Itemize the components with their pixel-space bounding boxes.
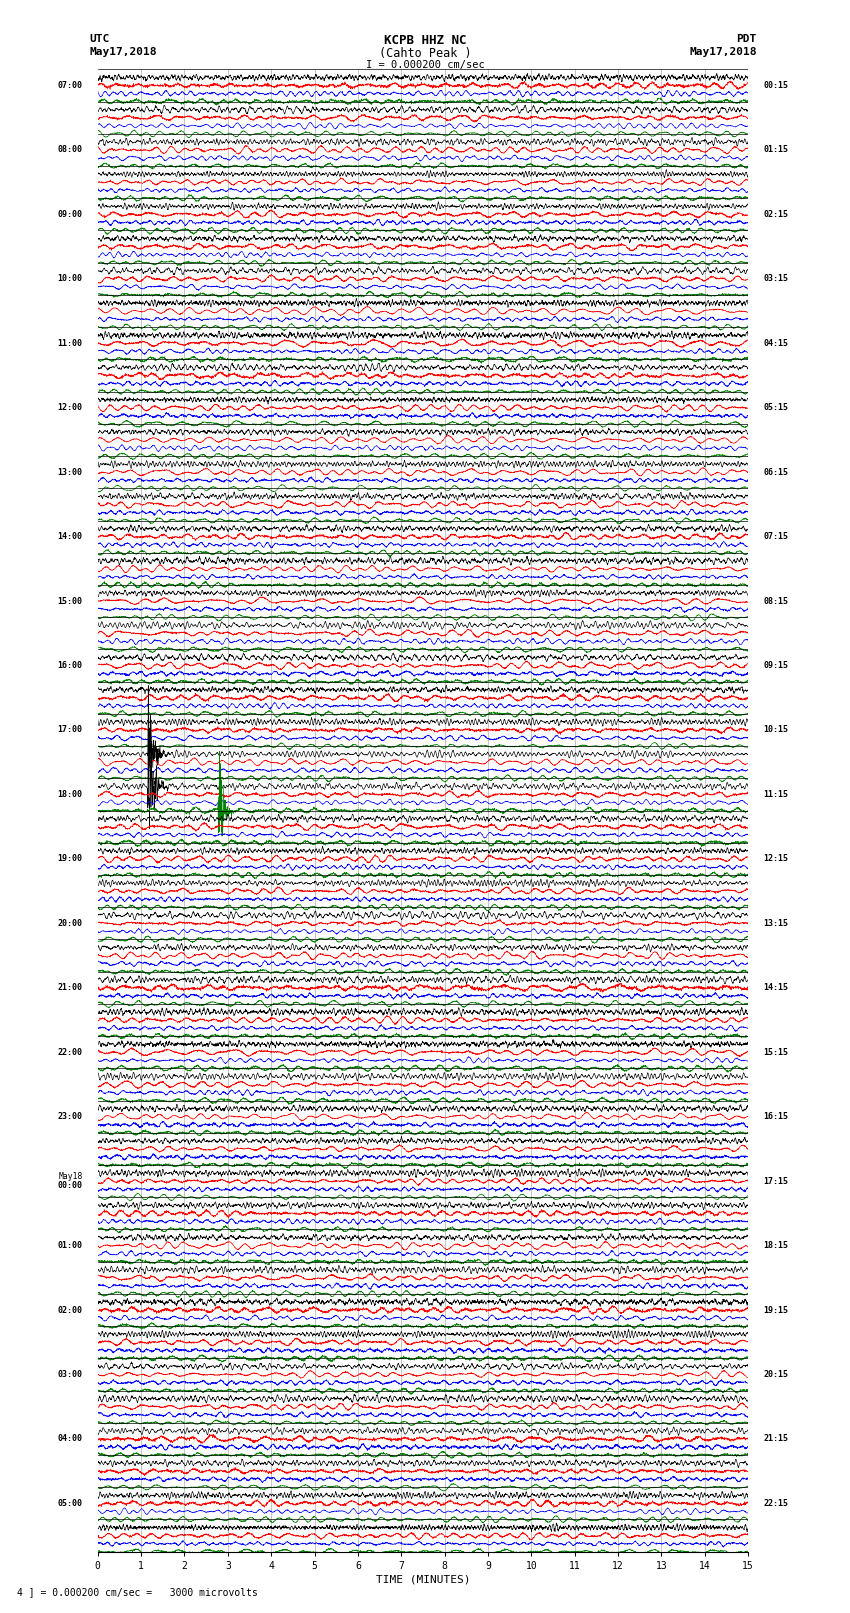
X-axis label: TIME (MINUTES): TIME (MINUTES): [376, 1574, 470, 1586]
Text: KCPB HHZ NC: KCPB HHZ NC: [383, 34, 467, 47]
Text: 08:00: 08:00: [58, 145, 82, 155]
Text: May18: May18: [58, 1171, 82, 1181]
Text: 00:15: 00:15: [763, 81, 788, 90]
Text: 09:15: 09:15: [763, 661, 788, 669]
Text: 13:15: 13:15: [763, 919, 788, 927]
Text: 10:00: 10:00: [58, 274, 82, 284]
Text: 12:15: 12:15: [763, 855, 788, 863]
Text: 09:00: 09:00: [58, 210, 82, 219]
Text: 17:15: 17:15: [763, 1176, 788, 1186]
Text: 04:15: 04:15: [763, 339, 788, 348]
Text: 14:15: 14:15: [763, 984, 788, 992]
Text: 19:00: 19:00: [58, 855, 82, 863]
Text: May17,2018: May17,2018: [689, 47, 756, 56]
Text: 05:00: 05:00: [58, 1498, 82, 1508]
Text: 14:00: 14:00: [58, 532, 82, 540]
Text: 07:15: 07:15: [763, 532, 788, 540]
Text: 16:00: 16:00: [58, 661, 82, 669]
Text: 19:15: 19:15: [763, 1305, 788, 1315]
Text: 02:00: 02:00: [58, 1305, 82, 1315]
Text: 10:15: 10:15: [763, 726, 788, 734]
Text: UTC: UTC: [89, 34, 110, 44]
Text: 03:00: 03:00: [58, 1369, 82, 1379]
Text: 02:15: 02:15: [763, 210, 788, 219]
Text: 17:00: 17:00: [58, 726, 82, 734]
Text: 11:00: 11:00: [58, 339, 82, 348]
Text: 18:15: 18:15: [763, 1240, 788, 1250]
Text: 21:15: 21:15: [763, 1434, 788, 1444]
Text: (Cahto Peak ): (Cahto Peak ): [379, 47, 471, 60]
Text: 08:15: 08:15: [763, 597, 788, 605]
Text: 20:15: 20:15: [763, 1369, 788, 1379]
Text: 4 ] = 0.000200 cm/sec =   3000 microvolts: 4 ] = 0.000200 cm/sec = 3000 microvolts: [17, 1587, 258, 1597]
Text: 11:15: 11:15: [763, 790, 788, 798]
Text: 05:15: 05:15: [763, 403, 788, 413]
Text: 20:00: 20:00: [58, 919, 82, 927]
Text: 16:15: 16:15: [763, 1113, 788, 1121]
Text: 07:00: 07:00: [58, 81, 82, 90]
Text: 03:15: 03:15: [763, 274, 788, 284]
Text: I = 0.000200 cm/sec: I = 0.000200 cm/sec: [366, 60, 484, 69]
Text: 23:00: 23:00: [58, 1113, 82, 1121]
Text: 18:00: 18:00: [58, 790, 82, 798]
Text: PDT: PDT: [736, 34, 756, 44]
Text: 06:15: 06:15: [763, 468, 788, 477]
Text: 01:00: 01:00: [58, 1240, 82, 1250]
Text: 01:15: 01:15: [763, 145, 788, 155]
Text: May17,2018: May17,2018: [89, 47, 156, 56]
Text: 15:15: 15:15: [763, 1048, 788, 1057]
Text: 22:15: 22:15: [763, 1498, 788, 1508]
Text: 04:00: 04:00: [58, 1434, 82, 1444]
Text: 12:00: 12:00: [58, 403, 82, 413]
Text: 15:00: 15:00: [58, 597, 82, 605]
Text: 22:00: 22:00: [58, 1048, 82, 1057]
Text: 13:00: 13:00: [58, 468, 82, 477]
Text: 21:00: 21:00: [58, 984, 82, 992]
Text: 00:00: 00:00: [58, 1181, 82, 1190]
